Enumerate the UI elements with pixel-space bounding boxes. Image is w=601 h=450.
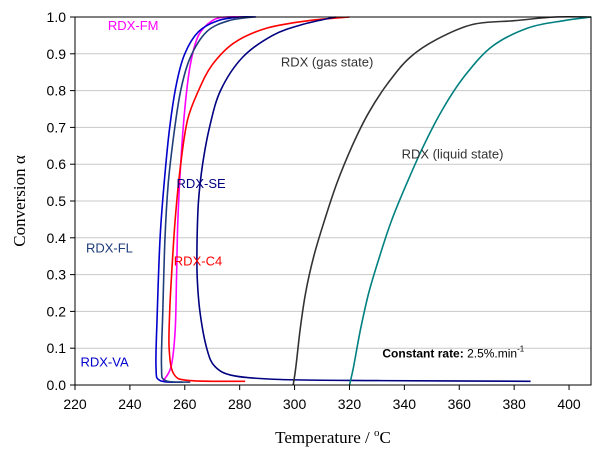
degree-symbol: o [374, 427, 380, 439]
series-label-rdx-gas-state: RDX (gas state) [281, 55, 373, 70]
x-tick-label: 300 [283, 396, 307, 412]
y-tick-label: 0.5 [47, 193, 67, 209]
y-tick-label: 0.4 [47, 230, 67, 246]
series-layer [155, 15, 592, 386]
x-axis-title-unit: C [380, 428, 391, 447]
x-tick-label: 340 [393, 396, 417, 412]
series-line-rdx-c4 [168, 16, 350, 383]
annotation-bold: Constant rate: [382, 346, 463, 360]
x-tick-label: 280 [228, 396, 252, 412]
series-line-rdx-liquid-state [348, 16, 592, 386]
y-tick-label: 0.3 [47, 267, 67, 283]
series-label-rdx-liquid-state: RDX (liquid state) [402, 147, 504, 162]
y-tick-label: 0.2 [47, 303, 67, 319]
axis-ticks: 220 240 260 280 300 320 340 360 380 400 0.0 0.1 0.2 0… [47, 9, 581, 412]
x-tick-label: 260 [173, 396, 197, 412]
series-labels: RDX-FM RDX (gas state) RDX (liquid state) R… [80, 18, 503, 370]
series-label-rdx-c4: RDX-C4 [174, 253, 222, 268]
y-tick-label: 1.0 [47, 9, 67, 25]
y-tick-label: 0.0 [47, 377, 67, 393]
series-line-rdx-va [155, 15, 257, 384]
series-label-rdx-fm: RDX-FM [108, 18, 159, 33]
y-tick-label: 0.8 [47, 83, 67, 99]
grid [75, 16, 591, 386]
y-tick-label: 0.6 [47, 156, 67, 172]
constant-rate-annotation: Constant rate: 2.5%.min-1 [382, 344, 524, 360]
series-label-rdx-se: RDX-SE [177, 176, 226, 191]
x-tick-label: 320 [338, 396, 362, 412]
x-tick-label: 380 [502, 396, 526, 412]
x-axis-title-text: Temperature / [275, 428, 374, 447]
x-tick-label: 220 [63, 396, 87, 412]
x-tick-label: 240 [118, 396, 142, 412]
annotation-superscript: -1 [517, 344, 525, 353]
series-line-rdx-gas-state [292, 15, 592, 386]
x-axis-title: Temperature / oC [275, 427, 391, 447]
series-label-rdx-va: RDX-VA [80, 355, 128, 370]
y-axis-title: Conversion α [10, 155, 29, 247]
y-tick-label: 0.1 [47, 340, 67, 356]
series-line-rdx-se [196, 16, 531, 383]
y-tick-label: 0.7 [47, 119, 67, 135]
x-tick-label: 360 [448, 396, 472, 412]
y-tick-label: 0.9 [47, 46, 67, 62]
x-tick-label: 400 [557, 396, 581, 412]
series-line-rdx-fm [162, 15, 246, 382]
annotation-text: 2.5%.min [464, 346, 517, 360]
series-label-rdx-fl: RDX-FL [86, 241, 133, 256]
series-line-rdx-fl [160, 16, 254, 384]
